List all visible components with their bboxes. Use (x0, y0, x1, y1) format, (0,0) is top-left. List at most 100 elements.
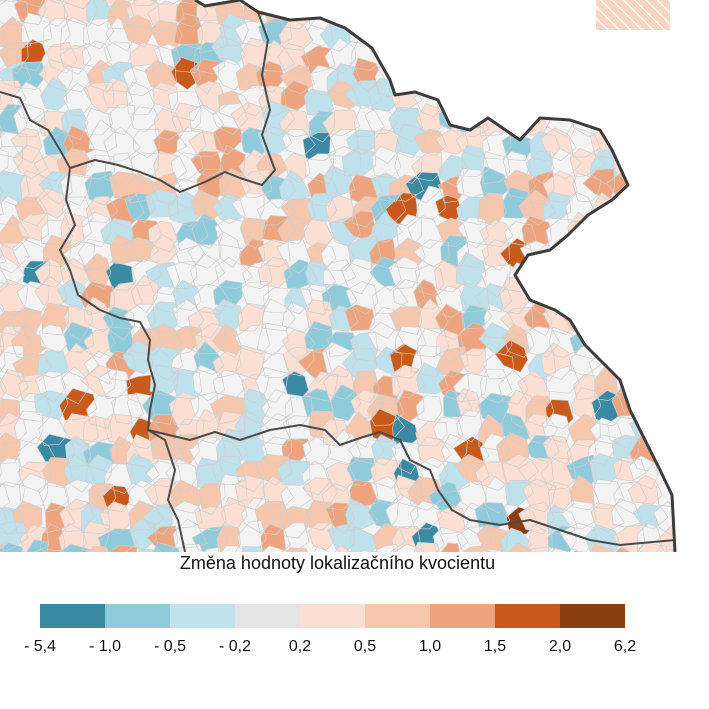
municipality-border (62, 82, 93, 117)
municipality-border (501, 84, 539, 117)
municipality-border (126, 172, 160, 204)
municipality-border (37, 350, 68, 379)
municipality-border (84, 170, 117, 206)
municipality-border (81, 364, 117, 398)
municipality (304, 89, 334, 117)
municipality (678, 413, 709, 447)
municipality-border (479, 219, 514, 247)
municipality-border (589, 453, 623, 485)
municipality-border (216, 410, 245, 443)
municipality-border (305, 153, 335, 185)
municipality-border (308, 410, 339, 439)
municipality-border (105, 192, 145, 229)
municipality-border (440, 0, 470, 31)
municipality-border (65, 435, 91, 468)
municipality (433, 15, 462, 49)
municipality-border (612, 524, 646, 552)
municipality-border (546, 504, 578, 536)
municipality-border (20, 170, 54, 204)
municipality (218, 231, 242, 268)
municipality (240, 281, 269, 310)
municipality (482, 239, 510, 271)
municipality-border (57, 278, 89, 311)
municipality-border (260, 412, 291, 446)
municipality-border (479, 89, 514, 118)
municipality (618, 213, 646, 247)
municipality-border (148, 323, 184, 358)
municipality-border (615, 237, 643, 262)
municipality-border (407, 215, 443, 249)
municipality-border (215, 0, 250, 6)
legend-swatch (430, 604, 495, 628)
municipality-border (172, 299, 205, 332)
municipality-border (498, 21, 532, 51)
municipality (589, 453, 622, 484)
municipality-border (413, 239, 450, 268)
municipality-border (505, 506, 538, 535)
municipality-border (0, 195, 24, 227)
municipality-border (662, 148, 675, 181)
municipality (607, 106, 640, 143)
municipality-border (548, 56, 583, 93)
municipality-border (351, 196, 384, 228)
municipality-border (569, 60, 603, 94)
municipality-border (262, 0, 291, 1)
municipality-border (165, 261, 198, 289)
municipality-border (170, 43, 202, 74)
municipality-border (387, 0, 419, 24)
municipality (673, 147, 675, 180)
municipality-border (125, 374, 158, 407)
municipality-border (146, 301, 178, 335)
municipality (0, 481, 26, 512)
municipality-border (388, 174, 424, 202)
municipality (349, 479, 379, 507)
municipality-border (175, 418, 205, 450)
hatched-swatch (596, 0, 670, 30)
municipality-border (63, 125, 96, 157)
municipality (594, 42, 627, 72)
municipality (478, 65, 511, 99)
municipality-border (257, 239, 291, 268)
municipality-border (681, 194, 709, 229)
municipality-border (196, 168, 230, 199)
municipality-border (394, 150, 423, 185)
municipality-border (457, 216, 489, 249)
municipality-border (344, 304, 376, 332)
municipality (524, 260, 552, 297)
legend-color-bar (40, 604, 625, 628)
municipality-border (569, 127, 601, 158)
municipality (561, 500, 597, 529)
municipality (531, 37, 560, 65)
municipality-border (235, 434, 268, 465)
legend-swatch (40, 604, 105, 628)
municipality-border (498, 0, 535, 9)
municipality-border (559, 0, 592, 3)
municipality-border (324, 37, 356, 74)
municipality (570, 148, 606, 178)
state-border (194, 0, 677, 552)
municipality-border (13, 102, 46, 138)
municipality-border (657, 411, 675, 445)
municipality-border (456, 526, 492, 552)
municipality-border (483, 302, 516, 339)
municipality-border (498, 369, 529, 405)
municipality-border (211, 34, 246, 66)
municipality (609, 41, 640, 67)
municipality (677, 21, 707, 50)
municipality-border (147, 0, 185, 32)
municipality-border (214, 217, 251, 249)
municipality-border (459, 348, 487, 375)
municipality-border (145, 262, 181, 296)
municipality-border (86, 454, 113, 486)
municipality (637, 42, 671, 75)
municipality-border (0, 542, 23, 552)
municipality-border (105, 17, 138, 52)
municipality-border (83, 252, 112, 289)
municipality-border (345, 498, 379, 532)
municipality-border (633, 148, 670, 186)
municipality-border (629, 324, 664, 353)
municipality-border (152, 285, 186, 314)
municipality-border (279, 169, 311, 204)
municipality-border (657, 42, 675, 75)
municipality (676, 482, 709, 509)
